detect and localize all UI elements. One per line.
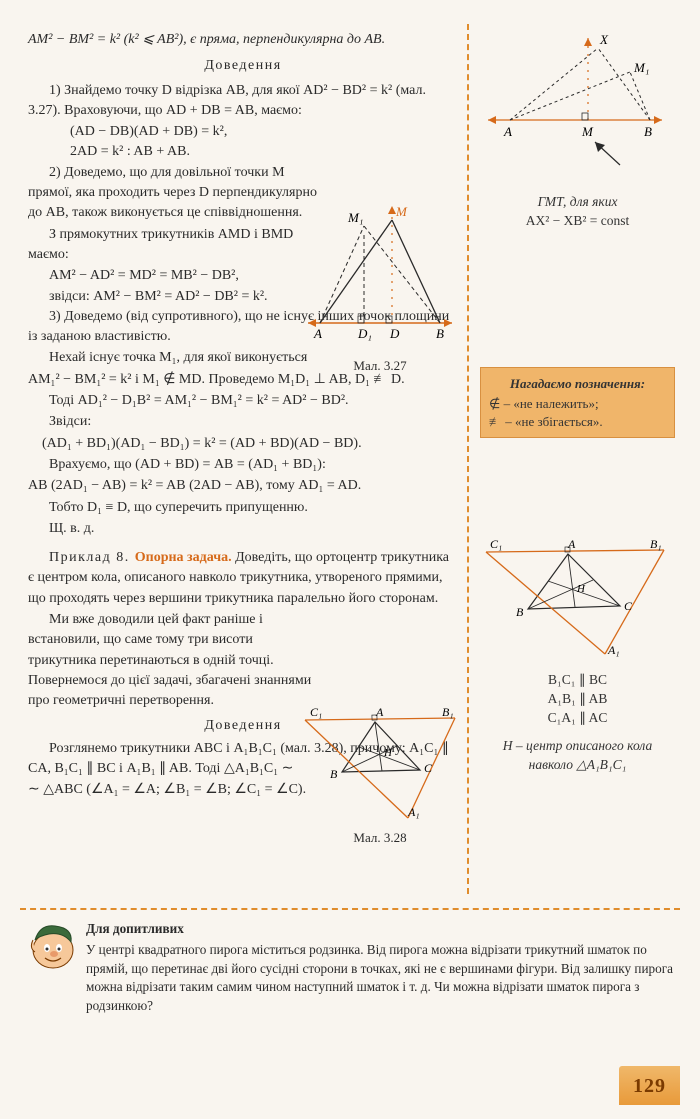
svg-text:M₁: M₁ [633,60,649,75]
callout-line: ≢ – «не збігається». [489,413,666,431]
equation-block-1: (AD − DB)(AD + DB) = k², 2AD = k² : AB +… [70,122,458,163]
example8-badge: Опорна задача. [135,550,232,565]
circum-label: H – центр описаного кола навколо △A₁B₁C₁ [480,737,675,775]
p5h: Тобто D₁ ≡ D, що суперечить припущенню. [28,498,458,518]
eq-line: 2AD = k² : AB + AB. [70,142,458,162]
curious-heading: Для допитливих [86,920,678,938]
p5d: Звідси: [28,412,458,432]
eq-line: звідси: AM² − BM² = AD² − DB² = k². [49,287,458,307]
p5c: Тоді AD₁² − D₁B² = AM₁² − BM₁² = k² = AD… [28,391,458,411]
gmt-label: ГМТ, для яких AX² − XB² = const [480,193,675,231]
parallel-line: B₁C₁ ∥ BC [480,671,675,690]
parallel-line: A₁B₁ ∥ AB [480,690,675,709]
parallel-line: C₁A₁ ∥ AC [480,709,675,728]
svg-text:A₁: A₁ [607,643,620,657]
proof-heading-2: Доведення [28,716,458,736]
p5a: Нехай існує точка M₁, для якої виконуєть… [28,348,458,368]
example8: Приклад 8. Опорна задача. Доведіть, що о… [28,548,458,609]
intro-line: AM² − BM² = k² (k² ⩽ AB²), є пряма, перп… [28,30,458,50]
notation-callout: Нагадаємо позначення: ∉ – «не належить»;… [480,367,675,439]
svg-text:B: B [516,605,524,619]
proof-heading-1: Доведення [28,56,458,76]
svg-text:H: H [576,583,586,595]
svg-text:M: M [581,124,594,139]
figure-3-28-margin-svg: C₁ A B₁ B H C A₁ [480,534,670,659]
svg-text:C₁: C₁ [490,537,502,551]
callout-line: ∉ – «не належить»; [489,395,666,413]
p5e: (AD₁ + BD₁)(AD₁ − BD₁) = k² = (AD + BD)(… [42,434,458,454]
main-column: AM² − BM² = k² (k² ⩽ AB²), є пряма, перп… [28,30,458,801]
gmt-text: ГМТ, для яких [538,194,618,209]
figure-gmt: A M B X M₁ [480,30,675,185]
parallel-block: B₁C₁ ∥ BC A₁B₁ ∥ AB C₁A₁ ∥ AC [480,671,675,728]
svg-text:B₁: B₁ [650,537,662,551]
svg-text:A: A [567,537,576,551]
eq-line: AM² − AD² = MD² = MB² − DB², [49,266,458,286]
svg-text:A₁: A₁ [407,805,420,819]
step2: 2) Доведемо, що для довільної точки M пр… [28,163,318,224]
column-divider [467,24,469,894]
curious-body: У центрі квадратного пирога міститься ро… [86,941,678,1015]
margin-column: A M B X M₁ ГМТ, для яких AX² − XB² = con… [480,30,675,785]
proof2-a: Розглянемо трикутники ABC і A₁B₁C₁ (мал.… [28,739,458,780]
p5f: Врахуємо, що (AD + BD) = AB = (AD₁ + BD₁… [28,455,458,475]
p5g: AB (2AD₁ − AB) = k² = AB (2AD − AB), том… [28,476,458,496]
textbook-page: AM² − BM² = k² (k² ⩽ AB²), є пряма, перп… [0,0,700,1119]
figure-3-28-caption: Мал. 3.28 [300,829,460,848]
horizontal-divider [20,908,680,910]
equation-block-2: AM² − AD² = MD² = MB² − DB², звідси: AM²… [49,266,458,307]
step1: 1) Знайдемо точку D відрізка AB, для яко… [28,81,458,122]
svg-text:C: C [624,599,633,613]
step3: 3) Доведемо (від супротивного), що не іс… [28,307,458,348]
proof2-b: ∼ △ABC (∠A₁ = ∠A; ∠B₁ = ∠B; ∠C₁ = ∠C). [28,780,458,800]
svg-text:X: X [599,32,609,47]
example8-lead: Приклад 8. [49,550,135,565]
eq-line: (AD − DB)(AD + DB) = k², [70,122,458,142]
svg-text:A: A [503,124,512,139]
page-number: 129 [619,1066,680,1105]
svg-text:B: B [644,124,652,139]
gmt-equation: AX² − XB² = const [526,213,630,228]
callout-heading: Нагадаємо позначення: [489,375,666,393]
p5i: Щ. в. д. [28,519,458,539]
figure-gmt-svg: A M B X M₁ [480,30,670,170]
curious-character-icon [25,918,79,976]
figure-3-28-margin: C₁ A B₁ B H C A₁ [480,534,675,666]
p5b: AM₁² − BM₁² = k² і M₁ ∉ MD. Проведемо M₁… [28,370,458,390]
curious-section: Для допитливих У центрі квадратного пиро… [28,920,678,1015]
step2b: З прямокутних трикутників AMD і BMD маєм… [28,225,318,266]
example8-para2: Ми вже доводили цей факт раніше і встано… [28,610,318,711]
